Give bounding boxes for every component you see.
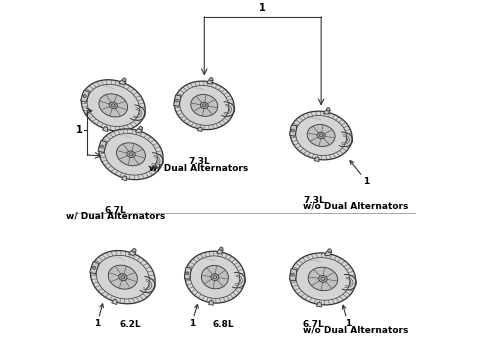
Polygon shape [290,111,352,160]
Circle shape [175,99,178,102]
Text: 1: 1 [342,305,351,328]
Text: 1: 1 [259,3,266,13]
Polygon shape [119,80,126,85]
Polygon shape [81,80,145,131]
Polygon shape [290,125,297,136]
Circle shape [139,126,143,130]
Polygon shape [127,151,135,158]
Text: 6.2L: 6.2L [119,320,141,329]
Polygon shape [109,102,118,109]
Polygon shape [184,267,191,279]
Polygon shape [102,127,108,132]
Polygon shape [307,125,335,147]
Circle shape [210,78,213,81]
Polygon shape [90,262,99,274]
Polygon shape [308,267,338,291]
Polygon shape [174,81,234,130]
Circle shape [83,95,86,98]
Circle shape [292,273,294,276]
Text: w/o Dual Alternators: w/o Dual Alternators [303,326,408,335]
Polygon shape [317,132,325,139]
Circle shape [93,266,96,269]
Polygon shape [191,94,218,116]
Text: 6.7L: 6.7L [105,206,126,215]
Text: 1: 1 [76,125,83,135]
Circle shape [132,249,136,252]
Polygon shape [108,265,137,289]
Polygon shape [197,127,202,131]
Circle shape [122,78,126,82]
Text: 7.3L: 7.3L [303,196,325,205]
Polygon shape [91,251,155,304]
Polygon shape [290,269,297,281]
Polygon shape [99,94,127,117]
Text: w/o Dual Alternators: w/o Dual Alternators [303,202,409,211]
Polygon shape [98,140,106,153]
Polygon shape [128,251,136,256]
Polygon shape [323,110,330,114]
Polygon shape [135,129,143,133]
Circle shape [186,272,189,275]
Polygon shape [174,95,181,106]
Polygon shape [217,249,223,254]
Circle shape [292,129,294,132]
Polygon shape [211,274,219,280]
Polygon shape [119,274,127,280]
Polygon shape [99,129,163,180]
Polygon shape [117,143,146,166]
Polygon shape [314,157,319,162]
Text: 7.3L: 7.3L [188,157,210,166]
Text: 6.7L: 6.7L [303,320,324,329]
Text: 6.8L: 6.8L [212,320,234,329]
Polygon shape [209,301,214,305]
Polygon shape [317,302,321,307]
Polygon shape [185,251,245,303]
Text: 1: 1 [350,161,369,186]
Polygon shape [290,253,356,305]
Polygon shape [112,299,117,305]
Circle shape [328,249,331,252]
Polygon shape [324,251,332,256]
Text: 1: 1 [94,304,103,328]
Text: w/ Dual Alternators: w/ Dual Alternators [66,212,165,221]
Circle shape [220,247,223,251]
Polygon shape [201,265,228,289]
Polygon shape [318,275,327,282]
Polygon shape [80,90,90,102]
Circle shape [100,145,103,148]
Circle shape [326,108,330,111]
Polygon shape [200,102,208,109]
Text: w/ Dual Alternators: w/ Dual Alternators [149,163,248,172]
Text: 1: 1 [189,305,198,328]
Polygon shape [207,80,213,84]
Polygon shape [122,176,126,181]
